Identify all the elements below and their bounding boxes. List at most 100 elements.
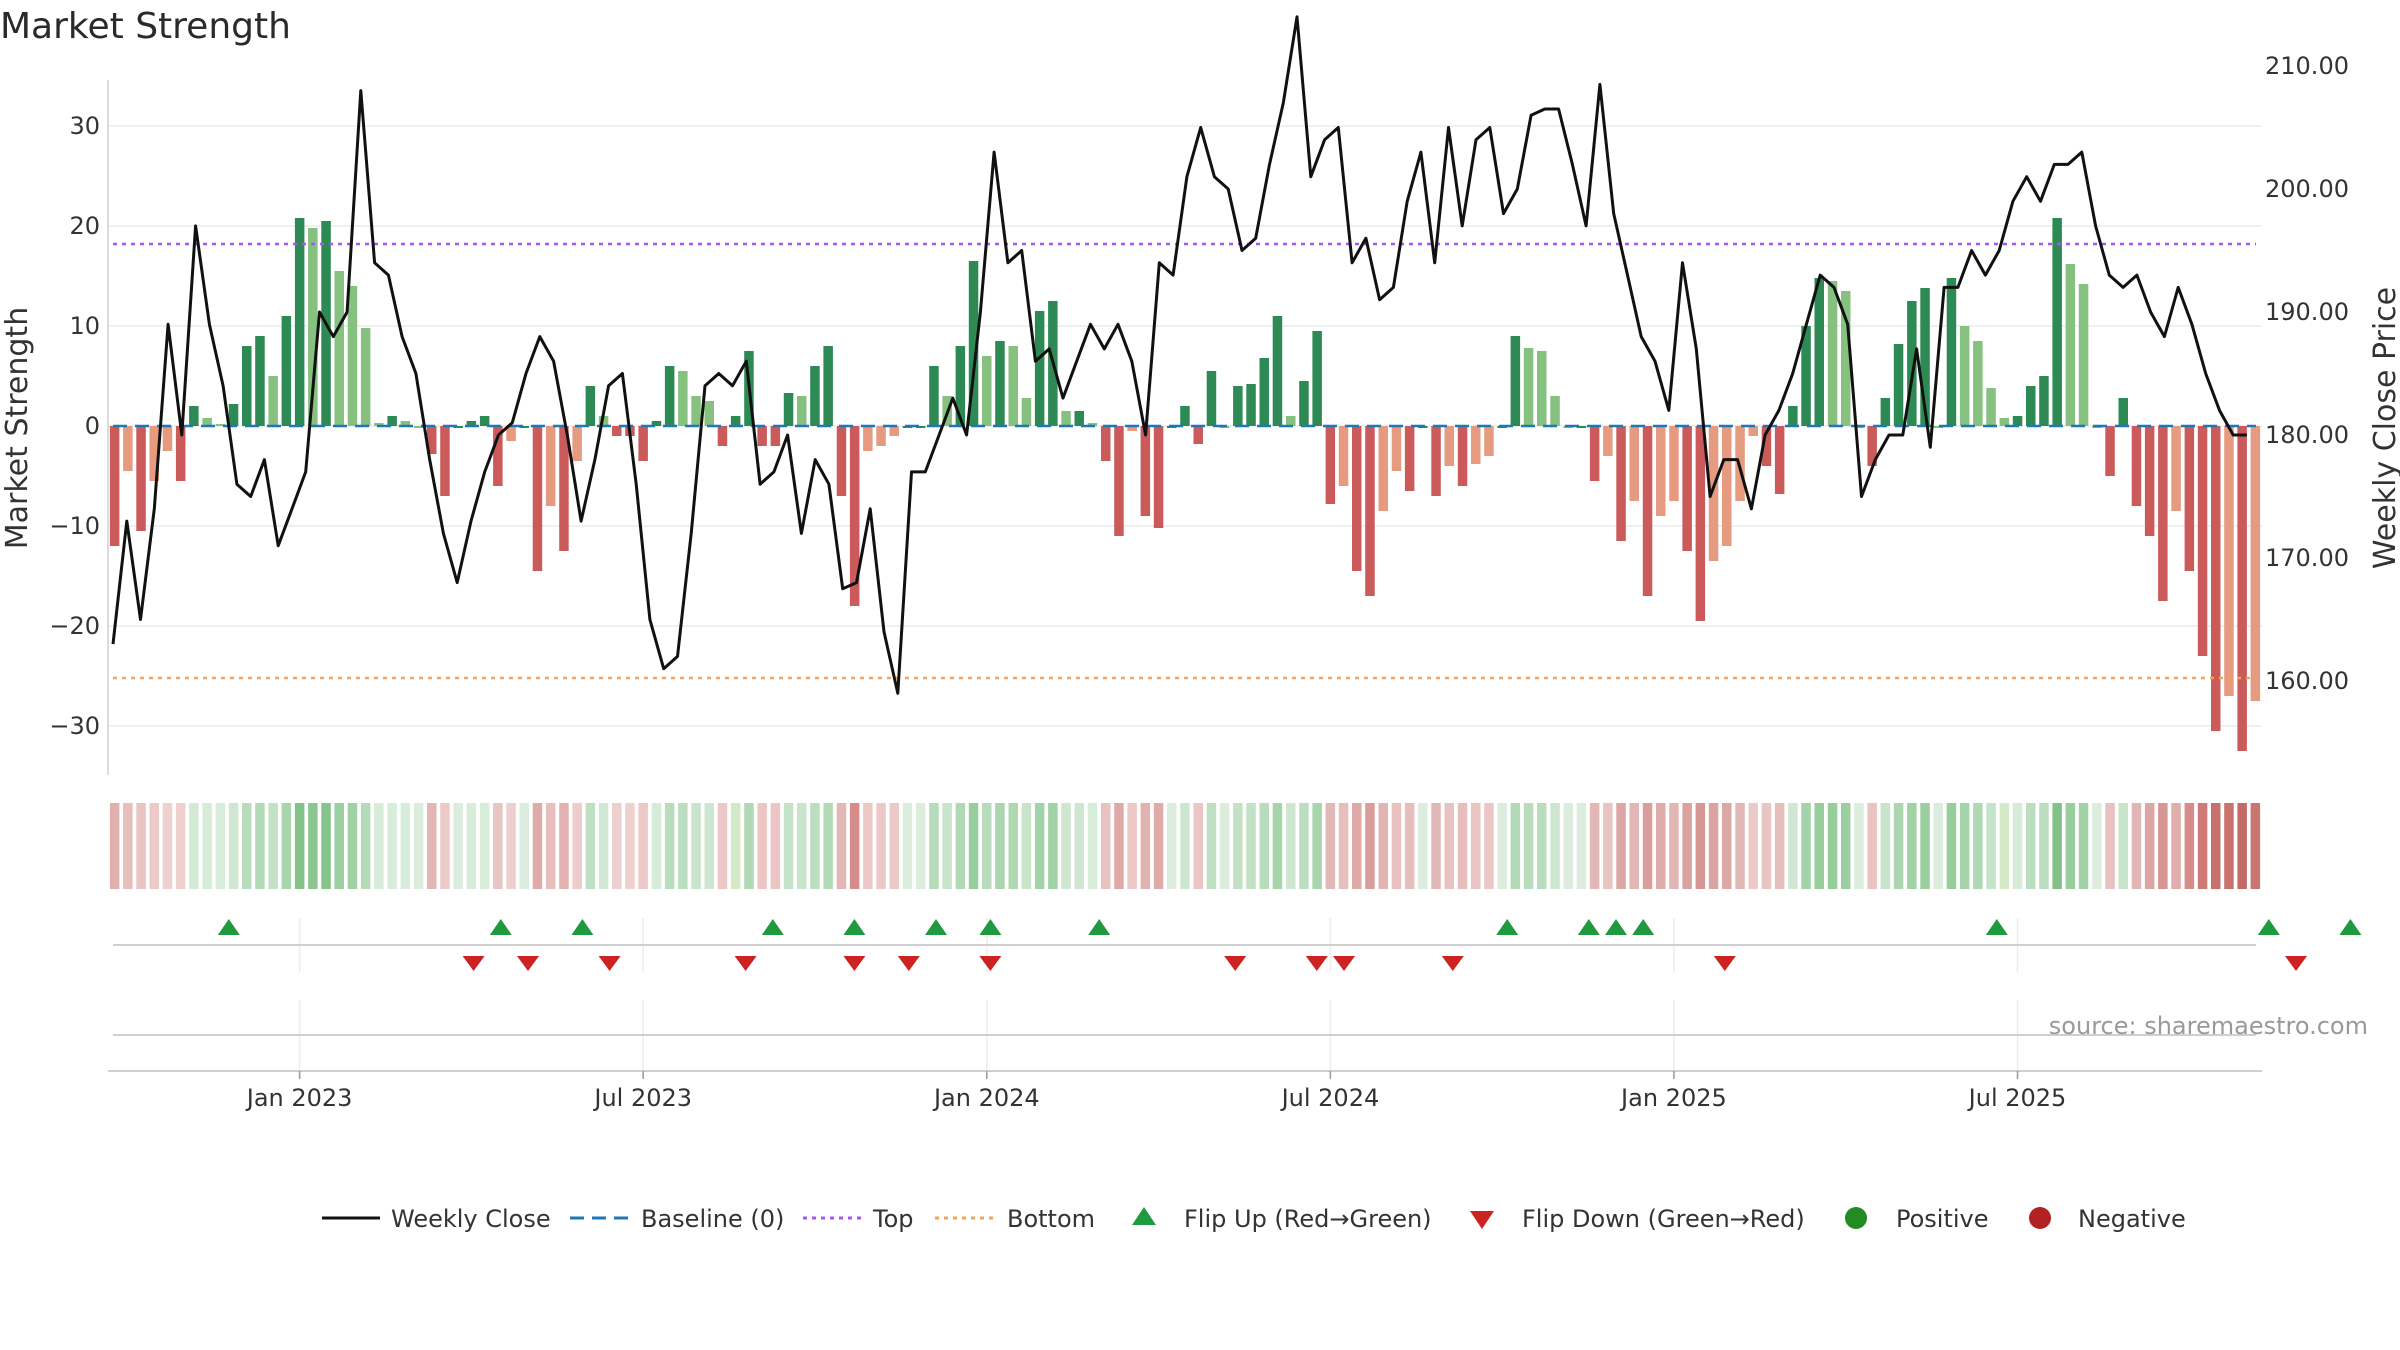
strength-bar [1193, 426, 1203, 444]
heat-cell [1907, 803, 1917, 889]
heat-cell [1669, 803, 1679, 889]
strength-bar [413, 426, 424, 428]
heat-cell [1523, 803, 1534, 889]
weekly-close-line [111, 15, 2247, 695]
heat-cell [1325, 803, 1336, 889]
heat-cell [1114, 803, 1124, 889]
left-tick-label: 20 [69, 212, 100, 240]
heat-cell [2171, 803, 2181, 889]
heat-cell [889, 803, 899, 889]
heat-cell [2184, 803, 2195, 889]
flip-up-marker [1088, 919, 1111, 935]
strength-bar [281, 316, 292, 426]
heat-cell [1404, 803, 1415, 889]
heat-cell [757, 803, 767, 889]
heat-cell [942, 803, 952, 889]
heat-cell [1867, 803, 1877, 889]
strength-bar [2118, 398, 2128, 426]
x-tick-label: Jul 2024 [1280, 1084, 1380, 1112]
strength-bar [651, 421, 662, 426]
heat-cell [1656, 803, 1666, 889]
heat-cell [1748, 803, 1758, 889]
heat-cell [982, 803, 992, 889]
heat-cell [2224, 803, 2234, 889]
heat-cell [1708, 803, 1719, 889]
heat-cell [783, 803, 794, 889]
heat-cell [268, 803, 278, 889]
strength-bar [532, 426, 543, 571]
heat-cell [2026, 803, 2036, 889]
heat-cell [506, 803, 516, 889]
strength-bar [1656, 426, 1666, 516]
heat-cell [1933, 803, 1943, 889]
strength-bar [545, 426, 556, 506]
heat-cell [308, 803, 318, 889]
strength-bar [982, 356, 992, 426]
strength-bar [664, 366, 675, 426]
strength-bar [136, 426, 146, 531]
flip-up-marker [761, 919, 784, 935]
heat-cell [1788, 803, 1798, 889]
legend-flip-down: Flip Down (Green→Red) [1522, 1205, 1805, 1233]
heat-cell [1233, 803, 1243, 889]
heat-cell [929, 803, 939, 889]
strength-bar [1867, 426, 1877, 466]
strength-bar [294, 218, 305, 426]
legend-bottom: Bottom [1007, 1205, 1095, 1233]
heat-cell [1471, 803, 1481, 889]
heat-cell [1510, 803, 1521, 889]
flip-up-marker [2339, 919, 2362, 935]
heat-cell [215, 803, 226, 889]
heat-cell [651, 803, 662, 889]
heat-cell [559, 803, 569, 889]
heat-cell [1920, 803, 1930, 889]
flip-down-marker [1224, 956, 1247, 971]
strength-bar [1576, 426, 1587, 428]
heat-cell [770, 803, 781, 889]
heat-cell [823, 803, 833, 889]
strength-bar [1087, 423, 1098, 426]
level-lines [113, 242, 2256, 680]
strength-bar [2105, 426, 2115, 476]
flip-down-marker [598, 956, 621, 971]
heat-cell [1893, 803, 1904, 889]
x-tick-label: Jul 2025 [1967, 1084, 2067, 1112]
heat-cell [625, 803, 635, 889]
strength-bar [1259, 358, 1269, 426]
heat-cell [1603, 803, 1613, 889]
strength-bar [823, 346, 833, 426]
flip-up-marker [571, 919, 594, 935]
heat-cell [572, 803, 582, 889]
heat-cell [678, 803, 688, 889]
strength-bar [1484, 426, 1494, 456]
strength-bar [466, 421, 477, 426]
strength-bar [1233, 386, 1243, 426]
strength-bar [228, 404, 239, 426]
heat-cell [810, 803, 820, 889]
strength-bar [1682, 426, 1692, 551]
heat-cell [995, 803, 1005, 889]
strength-bar [1933, 426, 1943, 428]
heat-cell [1206, 803, 1217, 889]
heat-cell [1827, 803, 1838, 889]
heat-cell [585, 803, 596, 889]
heat-cell [1616, 803, 1626, 889]
left-tick-label: 30 [69, 112, 100, 140]
strength-bar [215, 424, 226, 426]
strength-bar [717, 426, 728, 446]
strength-bar [2224, 426, 2234, 696]
heat-cell [175, 803, 186, 889]
strength-bar [1589, 426, 1600, 481]
heat-cell [730, 803, 741, 889]
heat-cell [1299, 803, 1309, 889]
strength-bar [1642, 426, 1653, 596]
heat-cell [1167, 803, 1177, 889]
flip-up-marker [217, 919, 240, 935]
heat-cell [1880, 803, 1891, 889]
strength-bar [1959, 326, 1970, 426]
chart-title: Market Strength [0, 6, 291, 47]
heat-cell [1180, 803, 1190, 889]
right-tick-label: 170.00 [2265, 544, 2349, 572]
heat-cell [1484, 803, 1494, 889]
heat-cell [149, 803, 159, 889]
